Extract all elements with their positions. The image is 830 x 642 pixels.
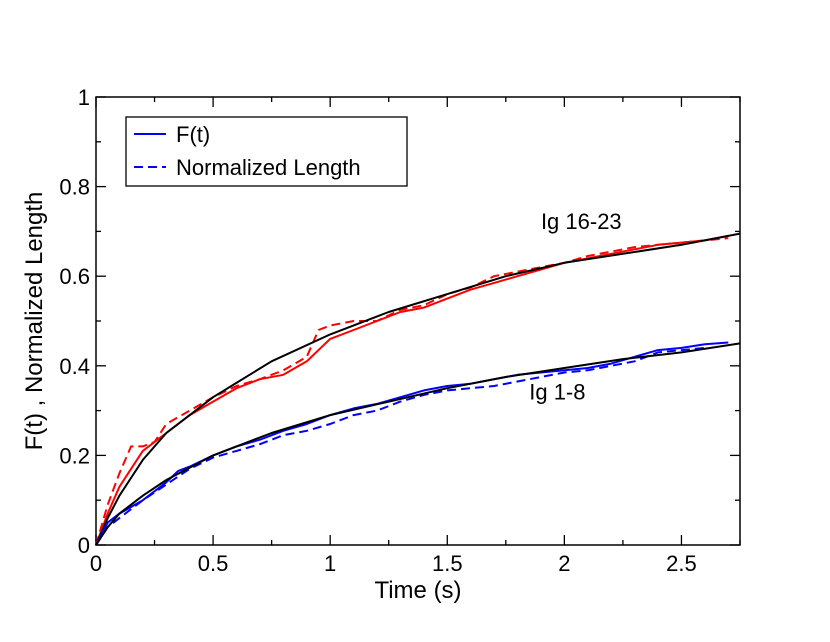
legend-label-ft: F(t) — [176, 122, 210, 147]
series-line-ig-1-8-fit — [95, 342, 741, 546]
x-tick-label: 2.5 — [666, 551, 697, 576]
x-tick-label: 0 — [90, 551, 102, 576]
series-layer — [95, 232, 741, 546]
series-line-ig-1-8-normalized-length — [95, 346, 705, 546]
x-axis-title: Time (s) — [374, 577, 461, 604]
y-tick-label: 0.2 — [59, 443, 90, 468]
legend-box — [125, 116, 408, 187]
x-tick-label: 1.5 — [432, 551, 463, 576]
x-tick-label: 1 — [324, 551, 336, 576]
series-line-ig-16-23-normalized-length — [95, 237, 729, 546]
y-tick-label: 1 — [78, 85, 90, 110]
x-tick-label: 2 — [558, 551, 570, 576]
annotation-ig-16-23: Ig 16-23 — [541, 209, 622, 234]
annotation-ig-1-8: Ig 1-8 — [529, 379, 585, 404]
series-line-ig-16-23-f-t- — [95, 234, 729, 546]
tick-marks — [95, 96, 741, 546]
legend: F(t) Normalized Length — [125, 116, 408, 187]
series-line-ig-16-23-fit — [95, 232, 741, 546]
x-tick-labels: 0 0.5 1 1.5 2 2.5 — [90, 551, 697, 576]
y-tick-labels: 0 0.2 0.4 0.6 0.8 1 — [59, 85, 90, 558]
x-tick-label: 0.5 — [198, 551, 229, 576]
y-tick-label: 0 — [78, 533, 90, 558]
legend-label-normalized-length: Normalized Length — [176, 155, 361, 180]
series-line-ig-1-8-f-t- — [95, 341, 729, 546]
y-tick-label: 0.8 — [59, 175, 90, 200]
y-tick-label: 0.6 — [59, 264, 90, 289]
y-axis-title: F(t) , Normalized Length — [21, 192, 48, 451]
y-tick-label: 0.4 — [59, 354, 90, 379]
